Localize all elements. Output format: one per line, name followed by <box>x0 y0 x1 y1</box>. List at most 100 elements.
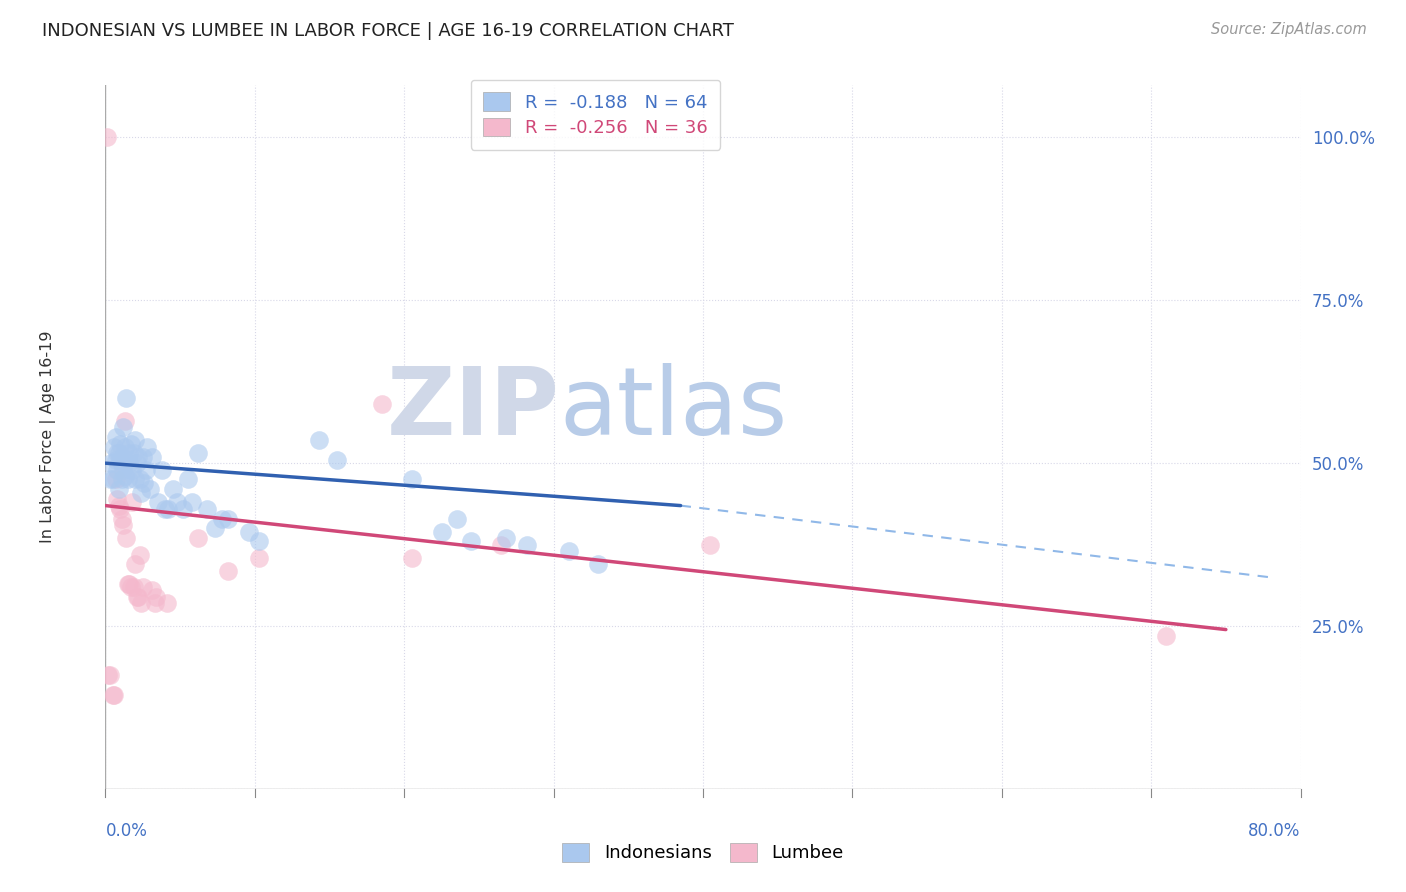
Point <box>107 446 129 460</box>
Text: In Labor Force | Age 16-19: In Labor Force | Age 16-19 <box>41 331 56 543</box>
Point <box>107 491 129 506</box>
Point <box>124 558 146 572</box>
Point <box>308 434 330 448</box>
Point <box>122 446 145 460</box>
Point <box>166 495 188 509</box>
Point <box>150 463 173 477</box>
Point <box>156 597 179 611</box>
Point <box>124 473 146 487</box>
Point <box>141 450 163 464</box>
Point <box>430 524 453 539</box>
Point <box>491 538 513 552</box>
Point <box>121 495 143 509</box>
Point <box>401 550 423 565</box>
Point <box>110 453 132 467</box>
Point <box>155 501 177 516</box>
Point <box>129 485 153 500</box>
Point <box>108 446 131 460</box>
Point <box>172 501 194 516</box>
Point <box>181 495 204 509</box>
Point <box>112 420 135 434</box>
Point <box>100 456 122 470</box>
Point <box>145 590 167 604</box>
Point <box>125 456 148 470</box>
Point <box>117 453 139 467</box>
Point <box>132 450 155 464</box>
Point <box>103 688 125 702</box>
Point <box>371 397 394 411</box>
Point <box>101 473 124 487</box>
Point <box>157 501 180 516</box>
Text: ZIP: ZIP <box>387 363 560 455</box>
Point <box>118 446 141 460</box>
Text: INDONESIAN VS LUMBEE IN LABOR FORCE | AGE 16-19 CORRELATION CHART: INDONESIAN VS LUMBEE IN LABOR FORCE | AG… <box>42 22 734 40</box>
Point <box>516 538 538 552</box>
Point <box>401 473 423 487</box>
Point <box>217 564 239 578</box>
Point <box>121 463 143 477</box>
Point <box>103 440 125 454</box>
Point <box>326 453 349 467</box>
Point <box>211 511 233 525</box>
Point <box>460 534 482 549</box>
Point <box>141 583 163 598</box>
Point <box>115 391 138 405</box>
Point <box>108 483 131 497</box>
Point <box>125 590 148 604</box>
Point <box>187 446 209 460</box>
Point <box>128 548 150 562</box>
Point <box>107 463 129 477</box>
Point <box>98 668 121 682</box>
Point <box>129 597 153 611</box>
Point <box>111 456 134 470</box>
Point <box>108 499 131 513</box>
Point <box>128 473 150 487</box>
Point <box>111 473 134 487</box>
Text: atlas: atlas <box>560 363 787 455</box>
Point <box>557 544 579 558</box>
Point <box>120 436 142 450</box>
Point <box>117 473 139 487</box>
Point <box>136 440 159 454</box>
Point <box>114 414 136 428</box>
Point <box>110 501 132 516</box>
Point <box>114 469 136 483</box>
Text: 0.0%: 0.0% <box>105 822 148 840</box>
Point <box>446 511 468 525</box>
Point <box>176 473 198 487</box>
Text: 80.0%: 80.0% <box>1249 822 1301 840</box>
Text: Source: ZipAtlas.com: Source: ZipAtlas.com <box>1211 22 1367 37</box>
Legend: R =  -0.188   N = 64, R =  -0.256   N = 36: R = -0.188 N = 64, R = -0.256 N = 36 <box>471 79 720 150</box>
Point <box>112 518 135 533</box>
Point <box>247 550 270 565</box>
Point <box>134 475 156 490</box>
Point <box>146 495 169 509</box>
Point <box>112 463 135 477</box>
Point <box>187 531 209 545</box>
Point <box>1154 629 1177 643</box>
Point <box>98 473 121 487</box>
Point <box>120 580 142 594</box>
Point <box>495 531 517 545</box>
Point <box>588 558 610 572</box>
Point <box>238 524 260 539</box>
Point <box>132 580 155 594</box>
Point <box>114 440 136 454</box>
Point <box>135 463 157 477</box>
Point <box>118 456 141 470</box>
Point <box>195 501 218 516</box>
Point <box>143 597 166 611</box>
Point <box>127 590 149 604</box>
Point <box>104 430 127 444</box>
Point <box>104 453 127 467</box>
Point <box>110 436 132 450</box>
Point <box>124 434 146 448</box>
Point <box>118 577 141 591</box>
Point <box>111 511 134 525</box>
Point <box>162 483 184 497</box>
Legend: Indonesians, Lumbee: Indonesians, Lumbee <box>555 836 851 870</box>
Point <box>101 688 124 702</box>
Point <box>699 538 721 552</box>
Point <box>127 450 149 464</box>
Point <box>117 577 139 591</box>
